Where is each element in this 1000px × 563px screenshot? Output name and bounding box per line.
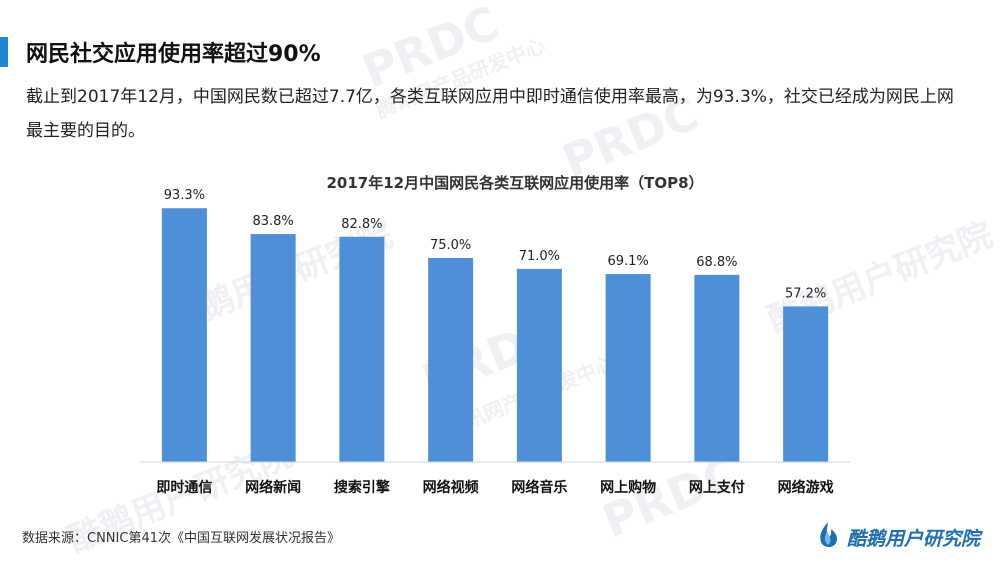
logo-text: 酷鹅用户研究院 bbox=[846, 527, 980, 550]
category-label: 网上购物 bbox=[600, 479, 656, 496]
penguin-flame-icon bbox=[815, 520, 841, 554]
bar-7 bbox=[694, 274, 740, 462]
value-label: 68.8% bbox=[696, 255, 737, 270]
value-label: 69.1% bbox=[607, 254, 648, 269]
brand-logo: 酷鹅用户研究院 bbox=[815, 520, 980, 554]
bars-group: 93.3% 即时通信 83.8% 网络新闻 82.8% 搜索引擎 75.0% 网络视频 71.0… bbox=[156, 188, 833, 496]
value-label: 93.3% bbox=[164, 188, 205, 203]
category-label: 网络新闻 bbox=[245, 479, 301, 496]
category-label: 即时通信 bbox=[156, 479, 212, 496]
bar-8 bbox=[783, 306, 829, 462]
value-label: 57.2% bbox=[785, 286, 826, 301]
category-label: 网络视频 bbox=[423, 479, 479, 496]
data-source: 数据来源：CNNIC第41次《中国互联网发展状况报告》 bbox=[22, 531, 340, 546]
category-label: 网络游戏 bbox=[778, 479, 834, 496]
title-accent-bar bbox=[0, 37, 8, 67]
bar-3 bbox=[339, 236, 385, 462]
value-label: 75.0% bbox=[430, 238, 471, 253]
bar-1 bbox=[161, 208, 207, 462]
chart-title: 2017年12月中国网民各类互联网应用使用率（TOP8） bbox=[326, 174, 703, 192]
value-label: 82.8% bbox=[341, 217, 382, 232]
intro-paragraph: 截止到2017年12月，中国网民数已超过7.7亿，各类互联网应用中即时通信使用率… bbox=[26, 87, 954, 141]
category-label: 搜索引擎 bbox=[334, 479, 390, 496]
bar-6 bbox=[605, 274, 651, 462]
category-label: 网上支付 bbox=[689, 479, 745, 496]
page-title: 网民社交应用使用率超过90% bbox=[26, 42, 321, 67]
bar-4 bbox=[428, 258, 474, 462]
value-label: 71.0% bbox=[519, 249, 560, 264]
bar-2 bbox=[250, 234, 296, 462]
bar-5 bbox=[516, 268, 562, 462]
value-label: 83.8% bbox=[252, 214, 293, 229]
category-label: 网络音乐 bbox=[511, 479, 567, 496]
